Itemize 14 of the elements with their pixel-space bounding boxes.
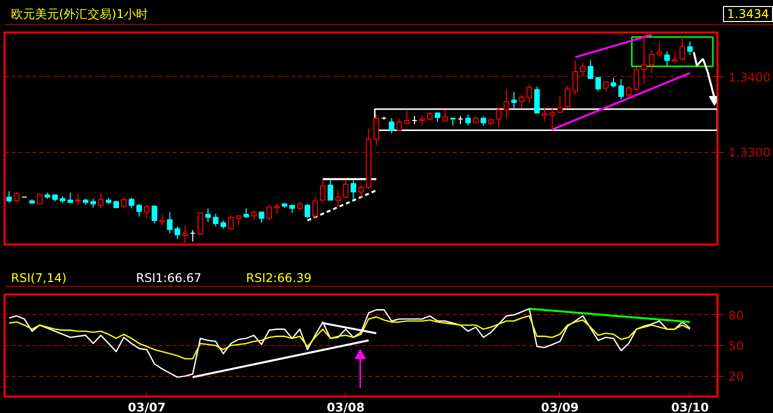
x-tick-label: 03/09: [541, 400, 579, 413]
x-tick-label: 03/08: [326, 400, 365, 413]
x-tick-label: 03/07: [128, 400, 166, 413]
text: RSI2:66.39: [246, 270, 313, 287]
chart-title: RSI(7,14): [11, 270, 68, 287]
chart-title: 欧元美元(外汇交易)1小时: [11, 6, 149, 23]
y-tick-label: 50: [728, 339, 744, 353]
y-tick-label: 80: [728, 308, 744, 322]
y-tick-label: 1.3300: [728, 146, 770, 160]
text: RSI1:66.67: [136, 270, 203, 287]
x-tick-label: 03/10: [671, 400, 709, 413]
y-tick-label: 20: [728, 370, 744, 384]
text: 1.3434: [723, 6, 773, 22]
y-tick-label: 1.3400: [728, 70, 770, 84]
